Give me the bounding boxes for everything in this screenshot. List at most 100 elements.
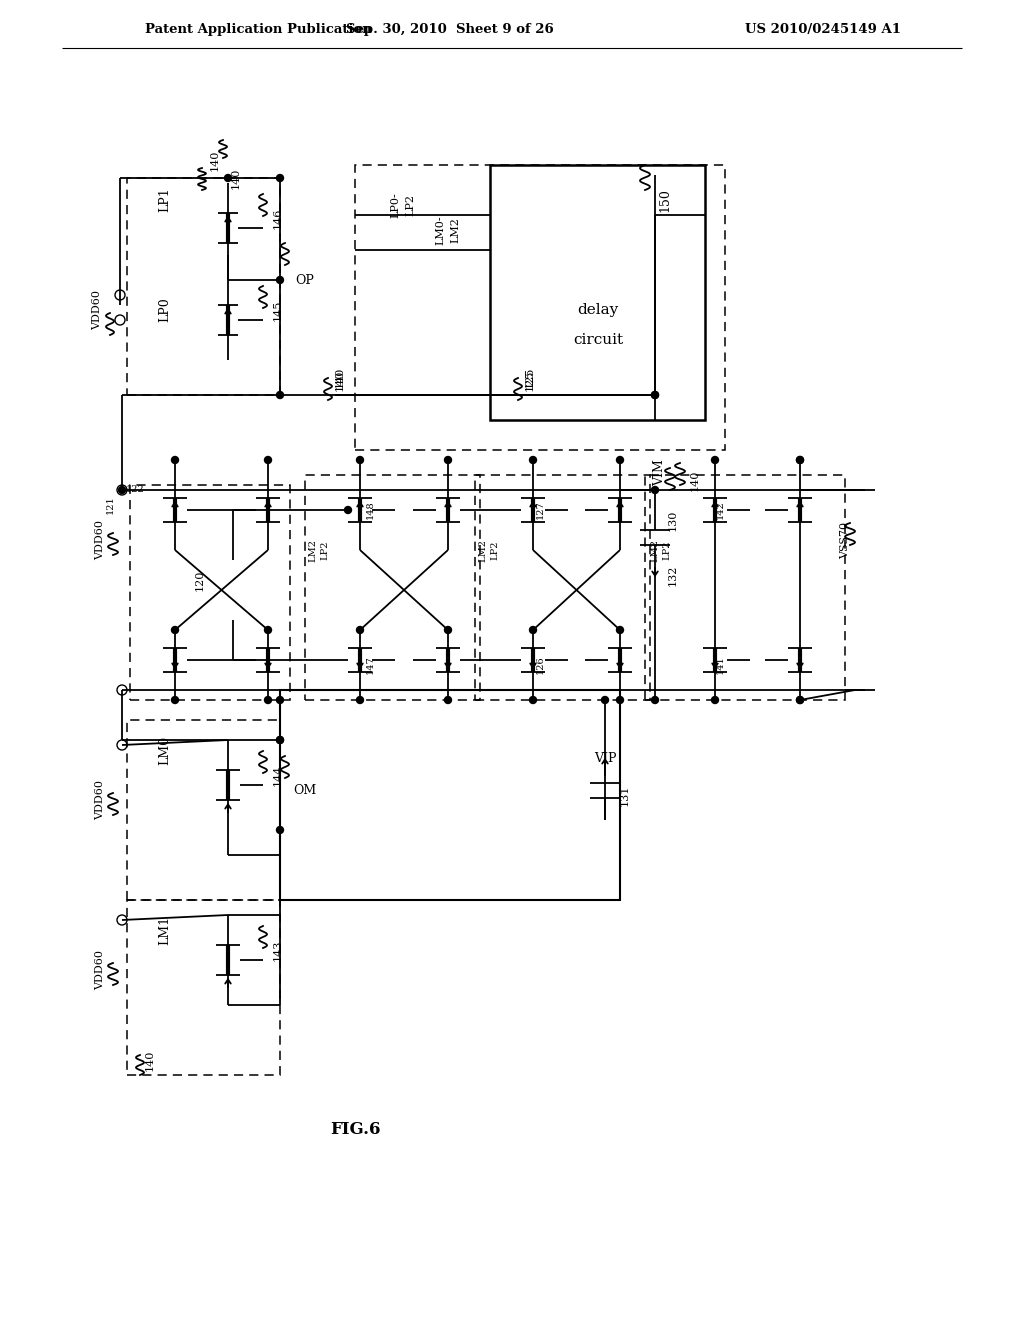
- Bar: [305, 475, 480, 700]
- Circle shape: [651, 697, 658, 704]
- Text: VDD60: VDD60: [95, 520, 105, 560]
- Text: 140: 140: [145, 1049, 155, 1071]
- Text: OM: OM: [293, 784, 316, 796]
- Circle shape: [601, 697, 608, 704]
- Text: 127: 127: [536, 500, 545, 519]
- Text: LP2: LP2: [663, 540, 672, 560]
- Circle shape: [264, 697, 271, 704]
- Text: LM0-: LM0-: [435, 215, 445, 244]
- Circle shape: [712, 457, 719, 463]
- Circle shape: [276, 392, 284, 399]
- Text: 122: 122: [126, 486, 144, 495]
- Circle shape: [344, 507, 351, 513]
- Text: VIP: VIP: [594, 751, 616, 764]
- Text: 121: 121: [105, 495, 115, 515]
- Text: circuit: circuit: [573, 333, 623, 347]
- Text: delay: delay: [578, 304, 618, 317]
- Circle shape: [651, 392, 658, 399]
- Circle shape: [529, 457, 537, 463]
- Text: VDD60: VDD60: [95, 780, 105, 820]
- Circle shape: [529, 697, 537, 704]
- Circle shape: [797, 697, 804, 704]
- Text: OP: OP: [296, 273, 314, 286]
- Text: 140: 140: [210, 149, 220, 170]
- Bar: [127, 719, 280, 900]
- Bar: [475, 475, 650, 700]
- Text: LP2: LP2: [406, 194, 415, 216]
- Text: LM1: LM1: [159, 916, 171, 945]
- Text: 130: 130: [668, 510, 678, 531]
- Circle shape: [444, 697, 452, 704]
- Circle shape: [276, 174, 284, 181]
- Circle shape: [276, 737, 284, 743]
- Circle shape: [224, 174, 231, 181]
- Circle shape: [276, 826, 284, 833]
- Circle shape: [356, 457, 364, 463]
- Text: LP1: LP1: [159, 187, 171, 213]
- Text: 143: 143: [273, 940, 283, 961]
- Text: LP0: LP0: [159, 297, 171, 322]
- Circle shape: [171, 627, 178, 634]
- Circle shape: [797, 697, 804, 704]
- Bar: [645, 475, 845, 700]
- Circle shape: [264, 457, 271, 463]
- Text: FIG.6: FIG.6: [330, 1122, 381, 1138]
- Circle shape: [119, 487, 126, 494]
- Text: 131: 131: [620, 784, 630, 805]
- Circle shape: [797, 457, 804, 463]
- Text: LP2: LP2: [321, 540, 330, 560]
- Circle shape: [651, 487, 658, 494]
- Text: US 2010/0245149 A1: US 2010/0245149 A1: [745, 24, 901, 37]
- Circle shape: [171, 457, 178, 463]
- Bar: [355, 165, 725, 450]
- Text: 147: 147: [366, 656, 375, 675]
- Circle shape: [797, 457, 804, 463]
- Text: Sep. 30, 2010  Sheet 9 of 26: Sep. 30, 2010 Sheet 9 of 26: [346, 24, 554, 37]
- Text: LP2: LP2: [490, 540, 500, 560]
- Text: 145: 145: [273, 300, 283, 321]
- Text: 146: 146: [273, 207, 283, 228]
- Bar: [127, 178, 280, 395]
- Circle shape: [356, 697, 364, 704]
- Text: VSS70: VSS70: [840, 521, 850, 558]
- Text: 140: 140: [335, 367, 345, 388]
- Circle shape: [444, 627, 452, 634]
- Circle shape: [651, 392, 658, 399]
- Circle shape: [171, 697, 178, 704]
- Text: 140: 140: [335, 370, 345, 391]
- Text: LM2: LM2: [308, 539, 317, 561]
- Bar: [280, 690, 620, 900]
- Circle shape: [276, 697, 284, 704]
- Circle shape: [616, 697, 624, 704]
- Text: 142: 142: [716, 500, 725, 519]
- Text: LM2: LM2: [450, 216, 460, 243]
- Circle shape: [444, 457, 452, 463]
- Text: Patent Application Publication: Patent Application Publication: [145, 24, 372, 37]
- Bar: [130, 484, 290, 700]
- Text: VIM: VIM: [653, 459, 667, 487]
- Text: LP0-: LP0-: [390, 193, 400, 218]
- Text: 125: 125: [525, 370, 535, 391]
- Text: 126: 126: [536, 656, 545, 675]
- Text: VDD60: VDD60: [92, 290, 102, 330]
- Circle shape: [616, 457, 624, 463]
- Circle shape: [264, 627, 271, 634]
- Text: 132: 132: [668, 565, 678, 586]
- Text: 150: 150: [658, 187, 672, 213]
- Circle shape: [529, 627, 537, 634]
- Bar: [127, 900, 280, 1074]
- Text: 141: 141: [716, 656, 725, 675]
- Text: LM2: LM2: [478, 539, 487, 561]
- Text: 120: 120: [195, 569, 205, 590]
- Circle shape: [616, 627, 624, 634]
- Text: 140: 140: [231, 168, 241, 189]
- Text: 140: 140: [690, 470, 700, 491]
- Text: 125: 125: [525, 367, 535, 388]
- Circle shape: [276, 276, 284, 284]
- Text: LM0: LM0: [159, 735, 171, 764]
- Text: 148: 148: [366, 500, 375, 519]
- Circle shape: [356, 627, 364, 634]
- Text: VDD60: VDD60: [95, 950, 105, 990]
- Circle shape: [712, 697, 719, 704]
- Text: 144: 144: [273, 764, 283, 785]
